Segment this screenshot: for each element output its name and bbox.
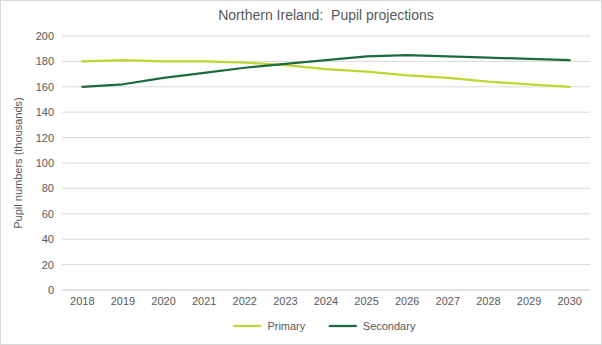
grid-line — [62, 137, 590, 138]
x-tick-label: 2022 — [233, 295, 257, 307]
chart-border — [1, 1, 602, 345]
grid-line — [62, 290, 590, 291]
grid-line — [62, 239, 590, 240]
y-tick-label: 180 — [36, 55, 54, 67]
x-tick-label: 2023 — [273, 295, 297, 307]
y-tick-label: 80 — [42, 182, 54, 194]
legend-label: Primary — [267, 320, 305, 332]
x-tick-label: 2018 — [70, 295, 94, 307]
y-tick-label: 60 — [42, 208, 54, 220]
x-tick-label: 2021 — [192, 295, 216, 307]
legend-swatch — [233, 325, 261, 327]
chart: Northern Ireland: Pupil projections Pupil… — [0, 0, 602, 345]
x-tick-label: 2030 — [557, 295, 581, 307]
legend-swatch — [329, 325, 357, 327]
grid-line — [62, 163, 590, 164]
x-tick-label: 2028 — [476, 295, 500, 307]
x-tick-label: 2025 — [354, 295, 378, 307]
grid-line — [62, 36, 590, 37]
grid-line — [62, 264, 590, 265]
y-tick-label: 0 — [48, 284, 54, 296]
x-tick-label: 2024 — [314, 295, 338, 307]
x-tick-label: 2029 — [517, 295, 541, 307]
grid-line — [62, 188, 590, 189]
y-tick-label: 100 — [36, 157, 54, 169]
series-line — [82, 60, 569, 87]
x-tick-label: 2026 — [395, 295, 419, 307]
y-tick-label: 120 — [36, 132, 54, 144]
y-tick-label: 140 — [36, 106, 54, 118]
y-tick-label: 20 — [42, 259, 54, 271]
y-tick-label: 160 — [36, 81, 54, 93]
y-axis-label: Pupil numbers (thousands) — [12, 97, 24, 228]
x-tick-label: 2027 — [436, 295, 460, 307]
series-line — [82, 55, 569, 87]
x-tick-label: 2020 — [151, 295, 175, 307]
x-axis-line — [62, 290, 590, 291]
grid-line — [62, 213, 590, 214]
x-tick-label: 2019 — [111, 295, 135, 307]
grid-line — [62, 112, 590, 113]
grid-line — [62, 86, 590, 87]
plot-area — [82, 55, 569, 87]
title: Northern Ireland: Pupil projections — [218, 7, 434, 23]
y-tick-label: 40 — [42, 233, 54, 245]
legend-label: Secondary — [363, 320, 416, 332]
y-tick-label: 200 — [36, 30, 54, 42]
